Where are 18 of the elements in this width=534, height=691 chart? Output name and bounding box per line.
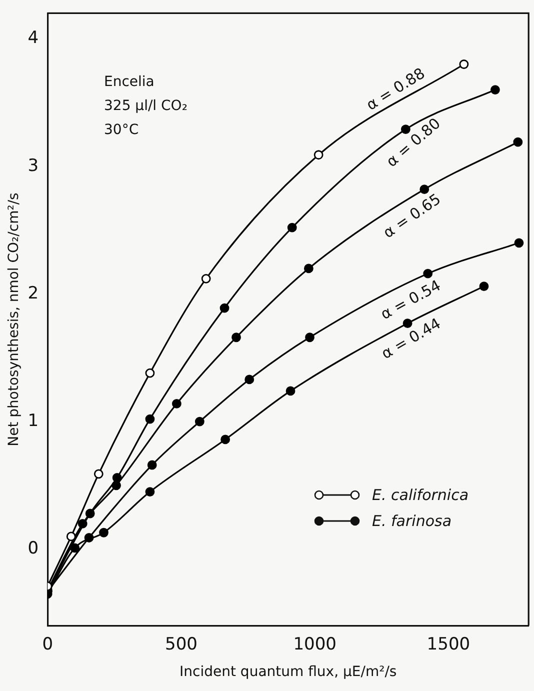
y-tick-label: 3 [28,156,39,176]
x-tick-label: 1000 [293,634,336,654]
annotation: Encelia [104,73,156,92]
x-tick-label: 0 [42,634,54,654]
x-tick-label: 500 [164,634,198,654]
annotation: E. californica [372,485,469,506]
y-tick-label: 2 [28,283,39,304]
y-tick-label: 4 [28,28,39,48]
y-tick-label: 1 [28,411,39,432]
x-axis-title: Incident quantum flux, µE/m²/s [180,664,397,680]
y-axis-title: Net photosynthesis, nmol CO₂/cm²/s [6,192,22,446]
x-tick-label: 1500 [426,634,470,654]
annotation: 30°C [104,121,140,140]
y-tick-label: 0 [28,538,39,559]
text: α = 0.88 [363,64,428,114]
text: α = 0.65 [380,190,444,242]
annotation: E. farinosa [372,511,452,532]
annotation: 325 µl/l CO₂ [104,97,188,116]
